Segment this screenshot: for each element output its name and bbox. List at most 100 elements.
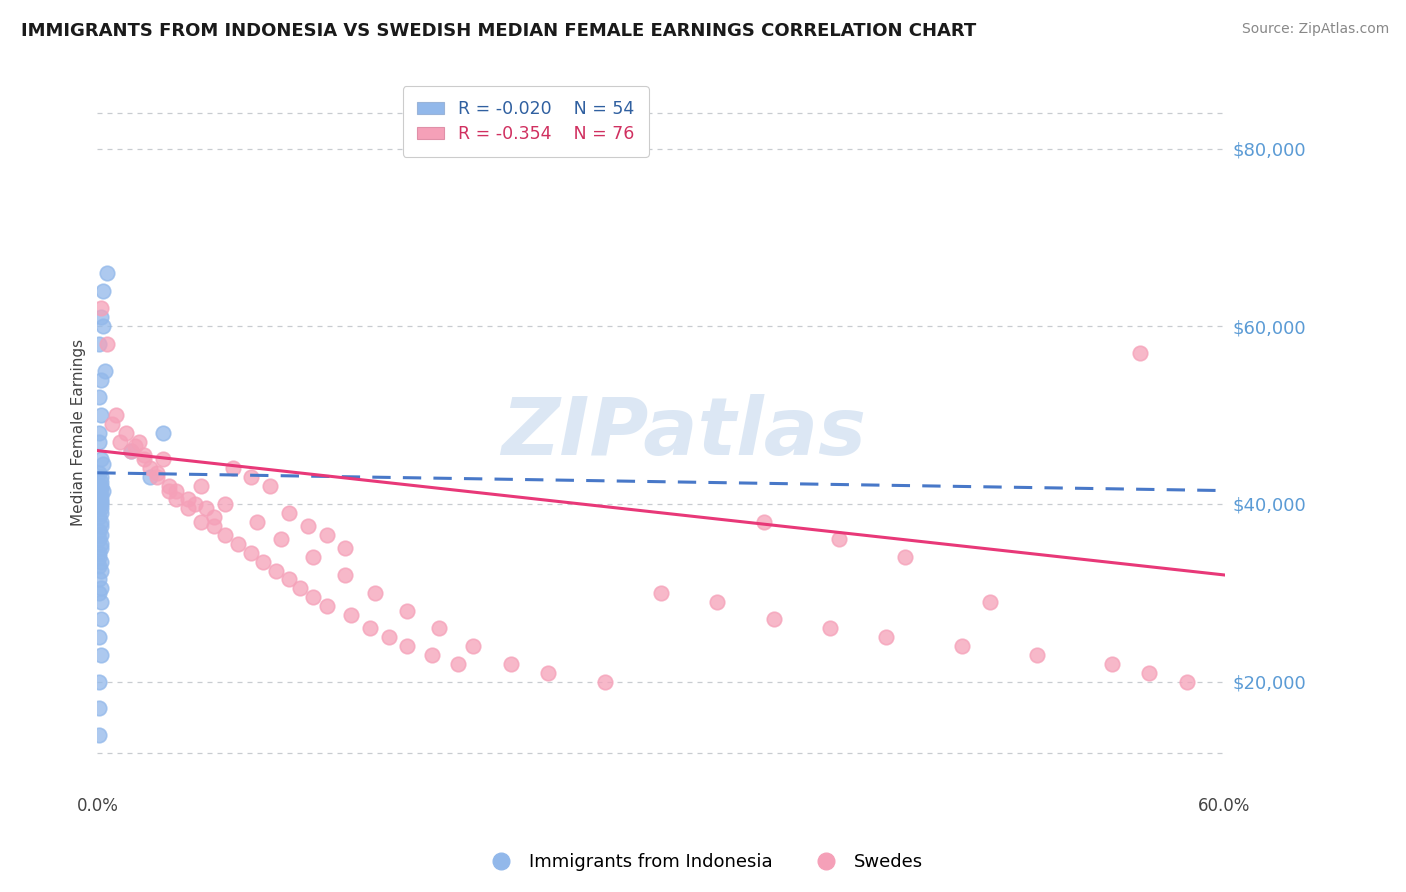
Legend: R = -0.020    N = 54, R = -0.354    N = 76: R = -0.020 N = 54, R = -0.354 N = 76	[402, 87, 648, 157]
Point	[278, 573, 301, 587]
Point	[90, 537, 112, 551]
Point	[427, 621, 450, 635]
Point	[1101, 657, 1123, 671]
Point	[90, 528, 112, 542]
Point	[195, 501, 218, 516]
Point	[221, 461, 243, 475]
Point	[89, 486, 111, 500]
Point	[190, 479, 212, 493]
Point	[90, 372, 112, 386]
Point	[278, 506, 301, 520]
Text: ZIPatlas: ZIPatlas	[501, 394, 866, 472]
Point	[108, 434, 131, 449]
Point	[420, 648, 443, 662]
Point	[340, 607, 363, 622]
Point	[91, 319, 114, 334]
Point	[90, 555, 112, 569]
Point	[335, 568, 357, 582]
Point	[114, 425, 136, 440]
Point	[90, 582, 112, 596]
Point	[90, 612, 112, 626]
Point	[89, 510, 111, 524]
Point	[240, 470, 263, 484]
Point	[89, 728, 111, 742]
Point	[94, 364, 117, 378]
Point	[128, 434, 150, 449]
Point	[302, 591, 325, 605]
Point	[134, 448, 156, 462]
Point	[91, 457, 114, 471]
Point	[90, 564, 112, 578]
Point	[90, 310, 112, 325]
Point	[89, 533, 111, 547]
Point	[184, 497, 207, 511]
Point	[89, 701, 111, 715]
Point	[89, 425, 111, 440]
Point	[139, 461, 162, 475]
Point	[176, 492, 198, 507]
Point	[1139, 665, 1161, 680]
Point	[396, 639, 419, 653]
Point	[90, 515, 112, 529]
Point	[152, 425, 174, 440]
Point	[214, 528, 236, 542]
Point	[90, 488, 112, 502]
Point	[315, 599, 337, 613]
Point	[90, 301, 112, 316]
Point	[875, 630, 897, 644]
Point	[447, 657, 470, 671]
Point	[91, 284, 114, 298]
Point	[89, 674, 111, 689]
Point	[152, 452, 174, 467]
Point	[396, 603, 419, 617]
Point	[120, 443, 142, 458]
Point	[101, 417, 124, 431]
Point	[461, 639, 484, 653]
Point	[818, 621, 841, 635]
Point	[302, 550, 325, 565]
Text: IMMIGRANTS FROM INDONESIA VS SWEDISH MEDIAN FEMALE EARNINGS CORRELATION CHART: IMMIGRANTS FROM INDONESIA VS SWEDISH MED…	[21, 22, 976, 40]
Point	[90, 479, 112, 493]
Point	[157, 479, 180, 493]
Point	[176, 501, 198, 516]
Point	[202, 510, 225, 524]
Point	[89, 524, 111, 538]
Point	[89, 499, 111, 513]
Point	[950, 639, 973, 653]
Point	[593, 674, 616, 689]
Legend: Immigrants from Indonesia, Swedes: Immigrants from Indonesia, Swedes	[477, 847, 929, 879]
Point	[89, 573, 111, 587]
Point	[139, 470, 162, 484]
Point	[146, 466, 169, 480]
Point	[537, 665, 560, 680]
Point	[90, 497, 112, 511]
Point	[828, 533, 851, 547]
Point	[377, 630, 399, 644]
Point	[315, 528, 337, 542]
Point	[264, 564, 287, 578]
Point	[335, 541, 357, 556]
Point	[297, 519, 319, 533]
Point	[240, 546, 263, 560]
Point	[364, 586, 387, 600]
Point	[120, 443, 142, 458]
Point	[754, 515, 776, 529]
Point	[226, 537, 249, 551]
Point	[290, 582, 312, 596]
Point	[105, 408, 128, 422]
Point	[259, 479, 281, 493]
Point	[157, 483, 180, 498]
Point	[89, 390, 111, 404]
Point	[1025, 648, 1047, 662]
Point	[90, 475, 112, 489]
Point	[214, 497, 236, 511]
Point	[90, 452, 112, 467]
Text: Source: ZipAtlas.com: Source: ZipAtlas.com	[1241, 22, 1389, 37]
Point	[124, 439, 146, 453]
Point	[90, 501, 112, 516]
Point	[202, 519, 225, 533]
Point	[252, 555, 274, 569]
Point	[359, 621, 381, 635]
Point	[762, 612, 785, 626]
Point	[165, 492, 187, 507]
